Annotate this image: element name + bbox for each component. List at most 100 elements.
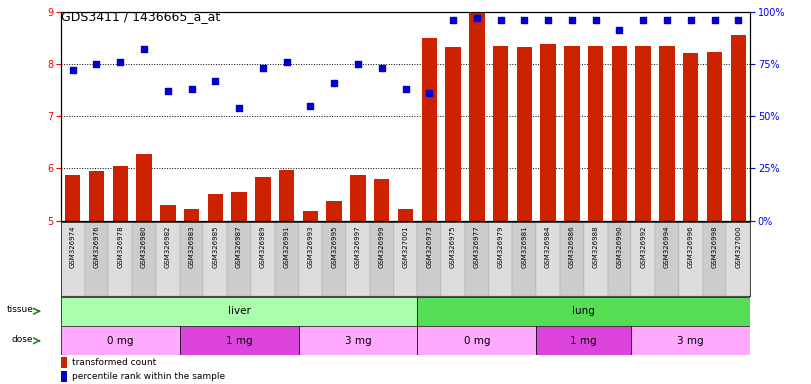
Bar <box>327 201 342 221</box>
Text: GSM326986: GSM326986 <box>569 225 575 268</box>
Bar <box>702 222 727 296</box>
Text: 0 mg: 0 mg <box>107 336 134 346</box>
Bar <box>445 47 461 221</box>
Text: GSM326992: GSM326992 <box>640 225 646 268</box>
Point <box>233 105 246 111</box>
Bar <box>560 222 584 296</box>
Bar <box>683 53 698 221</box>
Text: GSM326976: GSM326976 <box>93 225 100 268</box>
Bar <box>418 297 750 326</box>
Bar <box>631 326 750 355</box>
Bar <box>397 209 414 221</box>
Point <box>375 65 388 71</box>
Bar <box>489 222 513 296</box>
Text: dose: dose <box>12 335 33 344</box>
Point <box>185 86 198 92</box>
Bar <box>513 222 536 296</box>
Bar <box>374 179 389 221</box>
Bar <box>180 326 298 355</box>
Bar <box>156 222 180 296</box>
Text: GSM326997: GSM326997 <box>355 225 361 268</box>
Text: liver: liver <box>228 306 251 316</box>
Point <box>114 59 127 65</box>
Text: percentile rank within the sample: percentile rank within the sample <box>71 372 225 381</box>
Bar <box>65 175 80 221</box>
Text: 1 mg: 1 mg <box>570 336 597 346</box>
Point <box>399 86 412 92</box>
Bar <box>109 222 132 296</box>
Text: GDS3411 / 1436665_a_at: GDS3411 / 1436665_a_at <box>61 10 220 23</box>
Text: GSM326991: GSM326991 <box>284 225 290 268</box>
Bar <box>422 38 437 221</box>
Bar <box>636 46 651 221</box>
Bar <box>61 297 418 326</box>
Bar <box>132 222 156 296</box>
Text: GSM326990: GSM326990 <box>616 225 622 268</box>
Bar <box>322 222 346 296</box>
Text: GSM326979: GSM326979 <box>498 225 504 268</box>
Point <box>161 88 174 94</box>
Text: 0 mg: 0 mg <box>464 336 490 346</box>
Text: GSM326985: GSM326985 <box>212 225 218 268</box>
Point <box>423 90 436 96</box>
Bar <box>517 46 532 221</box>
Point <box>328 79 341 86</box>
Bar <box>659 46 675 221</box>
Text: GSM326984: GSM326984 <box>545 225 551 268</box>
Text: GSM326974: GSM326974 <box>70 225 75 268</box>
Point <box>209 78 222 84</box>
Bar <box>540 44 556 221</box>
Point <box>304 103 317 109</box>
Bar <box>61 371 67 382</box>
Bar <box>536 222 560 296</box>
Point <box>256 65 269 71</box>
Bar <box>393 222 418 296</box>
Text: GSM326995: GSM326995 <box>331 225 337 268</box>
Bar <box>727 222 750 296</box>
Text: GSM326973: GSM326973 <box>427 225 432 268</box>
Bar <box>298 326 418 355</box>
Point <box>447 17 460 23</box>
Point <box>351 61 364 67</box>
Bar <box>255 177 271 221</box>
Bar <box>584 222 607 296</box>
Text: GSM326975: GSM326975 <box>450 225 456 268</box>
Bar <box>136 154 152 221</box>
Text: GSM326994: GSM326994 <box>664 225 670 268</box>
Bar <box>441 222 465 296</box>
Bar <box>588 46 603 221</box>
Bar <box>465 222 489 296</box>
Bar <box>298 222 322 296</box>
Point <box>565 17 578 23</box>
Bar <box>707 52 723 221</box>
Text: 1 mg: 1 mg <box>225 336 252 346</box>
Bar <box>279 170 294 221</box>
Bar <box>607 222 631 296</box>
Text: GSM326988: GSM326988 <box>593 225 599 268</box>
Point <box>637 17 650 23</box>
Point <box>660 17 673 23</box>
Bar <box>275 222 298 296</box>
Bar <box>564 46 580 221</box>
Bar <box>88 171 104 221</box>
Bar <box>631 222 655 296</box>
Text: GSM326989: GSM326989 <box>260 225 266 268</box>
Bar <box>731 35 746 221</box>
Text: GSM326983: GSM326983 <box>189 225 195 268</box>
Point <box>470 15 483 21</box>
Point <box>542 17 555 23</box>
Bar <box>84 222 109 296</box>
Text: GSM326977: GSM326977 <box>474 225 480 268</box>
Bar <box>204 222 227 296</box>
Text: GSM326996: GSM326996 <box>688 225 693 268</box>
Bar <box>61 222 84 296</box>
Bar <box>536 326 631 355</box>
Bar <box>61 326 180 355</box>
Bar <box>227 222 251 296</box>
Text: GSM326980: GSM326980 <box>141 225 147 268</box>
Bar <box>418 326 536 355</box>
Point <box>67 67 79 73</box>
Point <box>280 59 293 65</box>
Bar <box>113 166 128 221</box>
Bar <box>350 175 366 221</box>
